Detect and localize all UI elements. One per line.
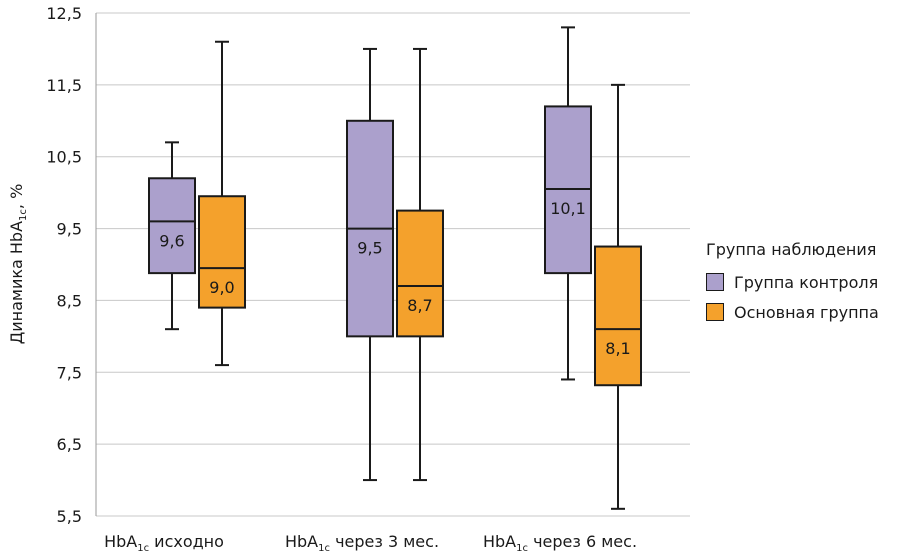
legend-title: Группа наблюдения: [706, 240, 877, 259]
box-iqr: [594, 245, 642, 387]
median-label: 8,1: [605, 339, 630, 358]
box-iqr: [396, 209, 444, 338]
y-axis-label: Динамика HbA1c, %: [7, 184, 29, 345]
legend-item-main: Основная группа: [706, 302, 879, 322]
y-axis-ticks: 5,5 6,5 7,5 8,5 9,5 10,5 11,5 12,5: [46, 4, 82, 526]
y-axis-title: Динамика HbA1c, %: [7, 184, 29, 345]
boxes: 9,6 9,5 10,1 9,0 8,7 8,1: [148, 26, 642, 510]
median-label: 9,5: [357, 239, 382, 258]
legend-label-control: Группа контроля: [734, 272, 879, 292]
y-tick-label: 12,5: [46, 4, 82, 23]
x-axis-labels: HbA1c исходно HbA1c через 3 мес. HbA1c чер…: [104, 532, 637, 554]
box-main-1: 8,7: [396, 47, 444, 482]
legend-swatch-main: [706, 303, 724, 321]
box-control-1: 9,5: [346, 47, 394, 482]
legend-swatch-control: [706, 273, 724, 291]
box-iqr: [198, 195, 246, 309]
median-label: 9,6: [159, 231, 184, 250]
box-main-0: 9,0: [198, 40, 246, 367]
y-tick-label: 8,5: [57, 291, 82, 310]
y-tick-label: 10,5: [46, 148, 82, 167]
legend-label-main: Основная группа: [734, 302, 879, 322]
x-category-label: HbA1c через 3 мес.: [285, 532, 439, 554]
x-category-label: HbA1c исходно: [104, 532, 224, 554]
box-iqr: [148, 177, 196, 275]
y-tick-label: 11,5: [46, 76, 82, 95]
y-tick-label: 9,5: [57, 220, 82, 239]
legend: Группа наблюдения Группа контроля Основн…: [706, 240, 879, 332]
y-tick-label: 5,5: [57, 507, 82, 526]
median-label: 8,7: [407, 296, 432, 315]
y-tick-label: 7,5: [57, 363, 82, 382]
box-control-0: 9,6: [148, 141, 196, 331]
median-label: 10,1: [550, 199, 586, 218]
median-label: 9,0: [209, 278, 234, 297]
y-tick-label: 6,5: [57, 435, 82, 454]
legend-item-control: Группа контроля: [706, 272, 879, 292]
x-category-label: HbA1c через 6 мес.: [483, 532, 637, 554]
box-control-2: 10,1: [544, 26, 592, 381]
box-main-2: 8,1: [594, 83, 642, 510]
